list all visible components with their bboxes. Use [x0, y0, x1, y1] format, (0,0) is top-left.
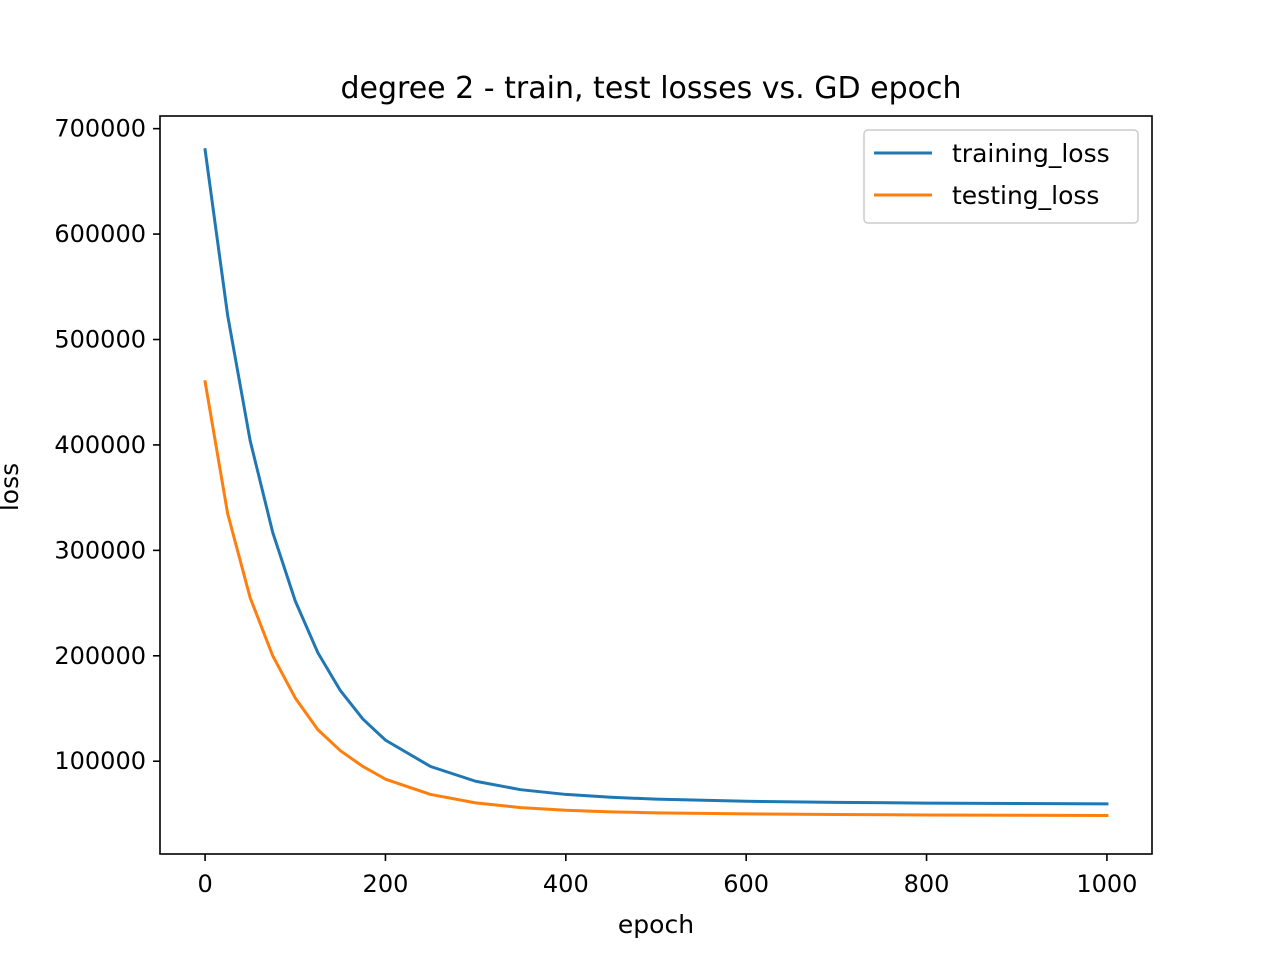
series-layer [203, 148, 1109, 818]
x-tick-label: 600 [723, 870, 769, 898]
x-tick-label: 0 [197, 870, 212, 898]
series-line-training-loss [203, 148, 1109, 806]
x-tick-label: 800 [904, 870, 950, 898]
axes-layer: 0 200 400 600 800 1000 100000 200000 300000 40000… [54, 115, 1137, 898]
x-tick-label: 1000 [1076, 870, 1137, 898]
plot-frame [159, 115, 1153, 855]
y-tick-label: 400000 [54, 431, 146, 459]
y-tick-label: 700000 [54, 115, 146, 143]
y-tick-label: 500000 [54, 326, 146, 354]
legend: training_loss testing_loss [863, 129, 1139, 224]
x-axis-label: epoch [618, 910, 694, 939]
chart-title: degree 2 - train, test losses vs. GD epo… [341, 71, 962, 106]
y-axis-label: loss [0, 463, 24, 511]
legend-label-training: training_loss [952, 139, 1110, 168]
plot-area [160, 116, 1152, 854]
y-tick-label: 100000 [54, 747, 146, 775]
legend-box [863, 129, 1139, 224]
x-tick-label: 200 [363, 870, 409, 898]
y-tick-label: 600000 [54, 220, 146, 248]
series-line-testing-loss [203, 379, 1109, 818]
legend-label-testing: testing_loss [952, 181, 1099, 210]
x-tick-label: 400 [543, 870, 589, 898]
y-tick-label: 200000 [54, 642, 146, 670]
y-tick-label: 300000 [54, 536, 146, 564]
